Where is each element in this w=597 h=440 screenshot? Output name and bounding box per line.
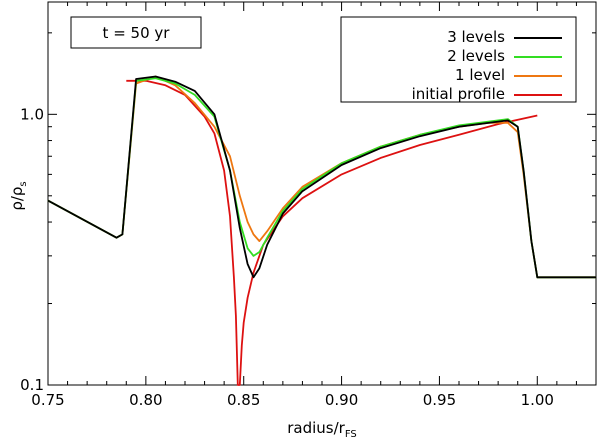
x-axis-label: radius/rFS: [287, 419, 357, 440]
series-line-3-levels: [47, 75, 596, 279]
axis-ticks: 0.75 0.80 0.85 0.90 0.95 1.00 0.1 1.0: [20, 2, 596, 409]
annotation-text: t = 50 yr: [103, 24, 171, 42]
x-tick-label: 1.00: [521, 391, 554, 409]
y-axis-label: ρ/ρs: [8, 181, 29, 210]
legend-label: 3 levels: [447, 28, 505, 46]
legend-label: 2 levels: [447, 47, 505, 65]
y-tick-label: 1.0: [20, 105, 44, 123]
x-tick-label: 0.90: [325, 391, 358, 409]
x-tick-label: 0.85: [227, 391, 260, 409]
legend-label: 1 level: [455, 66, 505, 84]
x-tick-label: 0.80: [129, 391, 162, 409]
x-tick-label: 0.95: [423, 391, 456, 409]
y-tick-label: 0.1: [20, 376, 44, 394]
series-line-initial-profile: [126, 79, 538, 386]
annotation-box: t = 50 yr: [70, 16, 202, 49]
series-layer: [47, 75, 596, 386]
legend-label: initial profile: [412, 85, 505, 103]
x-tick-label: 0.75: [31, 391, 64, 409]
